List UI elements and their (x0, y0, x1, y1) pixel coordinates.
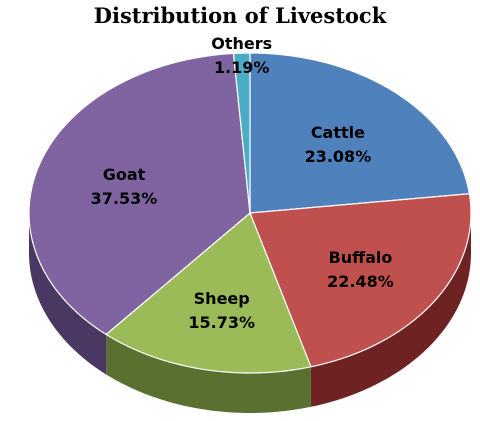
pie-slice-others (232, 52, 251, 214)
slice-label-others: Others (211, 34, 272, 53)
slice-value-others: 1.19% (214, 58, 270, 77)
slice-label-sheep: Sheep (194, 289, 250, 308)
pie-slice-buffalo (249, 193, 472, 368)
slice-label-buffalo: Buffalo (329, 248, 393, 267)
slice-value-sheep: 15.73% (188, 313, 255, 332)
pie-slice-goat (28, 52, 251, 336)
pie-side-goat (29, 213, 107, 375)
pie-slice-cattle (249, 52, 470, 214)
slice-label-cattle: Cattle (311, 123, 365, 142)
pie-side-sheep (106, 334, 311, 413)
chart-title: Distribution of Livestock (93, 3, 387, 28)
pie-labels: Cattle 23.08% Buffalo 22.48% Sheep 15.73% Goat… (91, 34, 394, 332)
slice-value-goat: 37.53% (91, 189, 158, 208)
slice-value-buffalo: 22.48% (327, 272, 394, 291)
pie-sides (29, 213, 471, 413)
pie-side-buffalo (310, 213, 471, 407)
slice-label-goat: Goat (103, 165, 146, 184)
pie-tops (28, 52, 472, 374)
pie-slice-sheep (105, 212, 312, 374)
slice-value-cattle: 23.08% (305, 147, 372, 166)
